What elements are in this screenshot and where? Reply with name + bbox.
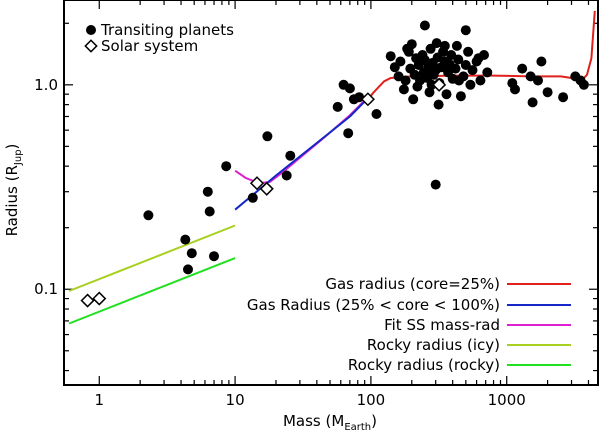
planet-point (402, 43, 413, 54)
legend-label-gas-core-range: Gas Radius (25% < core < 100%) (247, 296, 500, 314)
solar-system-point (432, 77, 447, 92)
legend-label-fit-ss: Fit SS mass-rad (384, 316, 500, 334)
planet-point (400, 75, 411, 86)
planet-point (281, 170, 292, 181)
planet-point (204, 206, 215, 217)
planet-point (343, 128, 354, 139)
curve-gas-core25 (367, 10, 596, 100)
planet-point (202, 186, 213, 197)
planet-point (527, 97, 538, 108)
planet-point (463, 46, 474, 57)
legend-label-rocky-icy: Rocky radius (icy) (367, 336, 500, 354)
planet-point (473, 53, 484, 64)
planet-point (558, 92, 569, 103)
solar-system-point (92, 291, 107, 306)
legend-markers: Transiting planets Solar system (84, 21, 234, 55)
y-tick-label: 0.1 (34, 280, 58, 298)
planet-point (441, 89, 452, 100)
planet-point (542, 87, 553, 98)
planet-point (578, 79, 589, 90)
planet-point (455, 91, 466, 102)
planet-point (408, 94, 419, 105)
planet-point (398, 84, 409, 95)
plot-frame (63, 0, 599, 386)
planet-point (285, 150, 296, 161)
planet-point (332, 101, 343, 112)
x-axis-label: Mass (MEarth) (283, 412, 377, 433)
x-tick-label: 10 (226, 391, 245, 409)
planet-point (439, 40, 450, 51)
planet-point (421, 69, 432, 80)
planet-point (465, 79, 476, 90)
planet-point (453, 54, 464, 65)
x-tick-labels: 1 10 100 1000 (94, 391, 525, 409)
planet-point (482, 67, 493, 78)
planet-point (450, 63, 461, 74)
planet-point (467, 65, 478, 76)
x-tick-label: 100 (357, 391, 386, 409)
planet-point (247, 192, 258, 203)
solar-system-point (80, 293, 95, 308)
solar-system-point (249, 176, 265, 191)
planet-point (433, 99, 444, 110)
planet-point (510, 84, 520, 95)
planet-point (446, 50, 457, 60)
planet-point (180, 234, 191, 245)
planet-point (430, 179, 441, 190)
planet-point (517, 63, 528, 74)
solar-system-points (80, 77, 447, 308)
y-tick-labels: 0.1 1.0 (34, 76, 58, 298)
curve-fit-ss (234, 96, 369, 185)
planet-point (262, 131, 273, 142)
tick-marks (64, 0, 598, 385)
curve-rocky-rocky (68, 257, 236, 325)
planet-point (344, 83, 355, 94)
x-tick-label: 1 (94, 391, 104, 409)
legend-marker-transiting (86, 25, 96, 35)
curve-rocky-icy (68, 224, 236, 292)
x-tick-label: 1000 (488, 391, 526, 409)
planet-point (419, 20, 430, 31)
legend-curves: Gas radius (core=25%) Gas Radius (25% < … (247, 275, 571, 374)
planet-point (431, 38, 442, 49)
solar-system-point (259, 181, 274, 196)
y-axis-label: Radius (RJup) (3, 144, 24, 237)
planet-point (143, 210, 154, 221)
y-tick-label: 1.0 (34, 76, 58, 94)
planet-point (426, 79, 437, 90)
legend-label-rocky-rocky: Rocky radius (rocky) (348, 356, 500, 374)
planet-point (385, 51, 396, 62)
planet-point (525, 71, 536, 82)
planet-point (209, 251, 219, 262)
legend-label-gas-core25: Gas radius (core=25%) (325, 275, 500, 293)
planet-point (395, 56, 406, 67)
planet-point (533, 75, 543, 86)
planet-point (454, 75, 464, 86)
planet-point (460, 25, 471, 36)
legend-label-solar: Solar system (101, 37, 198, 55)
planet-point (451, 40, 462, 51)
planet-point (536, 56, 547, 67)
legend-label-transiting: Transiting planets (100, 21, 234, 39)
planet-point (475, 75, 486, 86)
planet-point (371, 109, 382, 119)
legend-marker-solar (84, 39, 98, 53)
planet-point (221, 161, 232, 172)
planet-point (183, 264, 193, 275)
curve-gas-core-range (234, 97, 369, 211)
solar-system-point (360, 92, 375, 107)
planet-point (186, 248, 197, 259)
